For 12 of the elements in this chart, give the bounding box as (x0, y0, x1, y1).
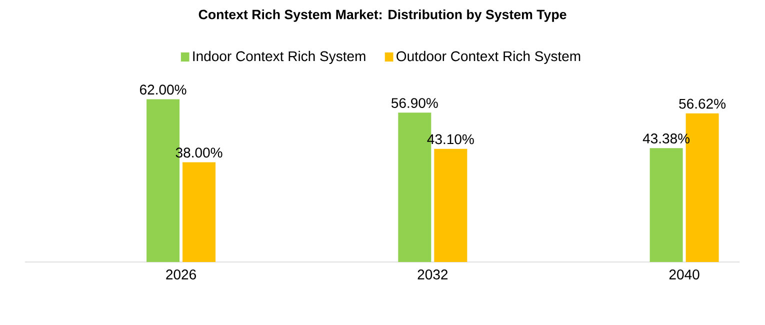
bar (434, 148, 468, 262)
data-label: 56.62% (679, 98, 726, 109)
bar (650, 148, 683, 262)
data-label: 62.00% (140, 84, 186, 95)
legend-label: Indoor Context Rich System (193, 50, 366, 64)
x-tick-label: 2026 (166, 270, 196, 280)
chart-title: Context Rich System Market: Distribution by System Type (198, 9, 566, 22)
x-tick-label: 2040 (669, 270, 700, 280)
bar (182, 162, 216, 262)
data-label: 56.90% (391, 98, 438, 108)
x-tick-label: 2032 (418, 270, 448, 280)
legend-label: Outdoor Context Rich System (396, 50, 580, 64)
